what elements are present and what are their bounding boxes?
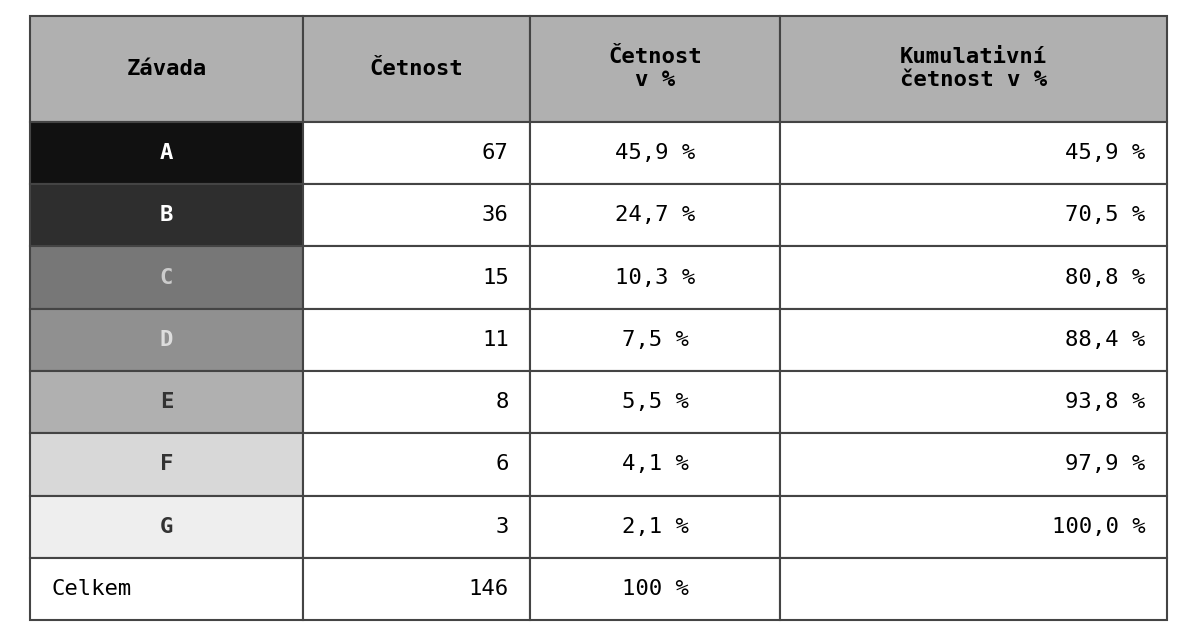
Text: 4,1 %: 4,1 % [622,454,688,474]
Bar [780,433,1167,495]
Text: 11: 11 [482,330,509,350]
Text: 8: 8 [496,392,509,412]
Text: Kumulativní
četnost v %: Kumulativní četnost v % [900,47,1047,90]
Bar [780,246,1167,308]
Bar [30,558,303,620]
Bar [530,558,780,620]
Text: Závada: Závada [126,59,207,79]
Text: 24,7 %: 24,7 % [615,205,695,225]
Text: 97,9 %: 97,9 % [1065,454,1146,474]
Bar [303,121,530,184]
Text: 6: 6 [496,454,509,474]
Text: G: G [159,516,174,537]
Text: A: A [159,143,174,163]
Bar [530,495,780,558]
Bar [780,371,1167,433]
Text: 3: 3 [496,516,509,537]
Bar [30,308,303,371]
Bar [30,433,303,495]
Bar [530,16,780,121]
Bar [780,308,1167,371]
Text: 45,9 %: 45,9 % [615,143,695,163]
Bar [30,246,303,308]
Bar [303,433,530,495]
Bar [30,121,303,184]
Text: 80,8 %: 80,8 % [1065,268,1146,287]
Bar [530,246,780,308]
Bar [303,558,530,620]
Text: 10,3 %: 10,3 % [615,268,695,287]
Text: D: D [159,330,174,350]
Bar [30,16,303,121]
Bar [303,495,530,558]
Bar [530,371,780,433]
Text: 36: 36 [482,205,509,225]
Bar [303,371,530,433]
Text: 5,5 %: 5,5 % [622,392,688,412]
Text: 67: 67 [482,143,509,163]
Text: 88,4 %: 88,4 % [1065,330,1146,350]
Bar [303,246,530,308]
Text: B: B [159,205,174,225]
Bar [303,308,530,371]
Bar [530,121,780,184]
Text: 15: 15 [482,268,509,287]
Bar [30,371,303,433]
Text: C: C [159,268,174,287]
Bar [303,16,530,121]
Text: 100 %: 100 % [622,579,688,599]
Bar [780,16,1167,121]
Bar [303,184,530,246]
Text: Četnost
v %: Četnost v % [608,47,703,90]
Bar [780,121,1167,184]
Text: F: F [159,454,174,474]
Text: 146: 146 [468,579,509,599]
Text: E: E [159,392,174,412]
Bar [780,495,1167,558]
Text: Celkem: Celkem [51,579,132,599]
Bar [30,184,303,246]
Bar [30,495,303,558]
Text: Četnost: Četnost [370,59,463,79]
Bar [780,558,1167,620]
Text: 93,8 %: 93,8 % [1065,392,1146,412]
Bar [780,184,1167,246]
Text: 100,0 %: 100,0 % [1052,516,1146,537]
Bar [530,308,780,371]
Bar [530,433,780,495]
Text: 45,9 %: 45,9 % [1065,143,1146,163]
Bar [530,184,780,246]
Text: 7,5 %: 7,5 % [622,330,688,350]
Text: 70,5 %: 70,5 % [1065,205,1146,225]
Text: 2,1 %: 2,1 % [622,516,688,537]
